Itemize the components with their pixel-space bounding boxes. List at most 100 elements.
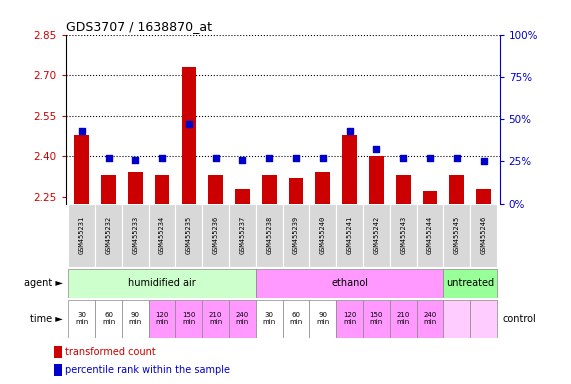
Point (104, 155, 113, 161)
Point (211, 155, 220, 161)
Point (184, 121, 194, 127)
Point (291, 155, 300, 161)
Text: GSM455231: GSM455231 (79, 216, 85, 254)
Point (345, 128, 354, 134)
FancyBboxPatch shape (202, 204, 229, 267)
Text: GSM455245: GSM455245 (454, 216, 460, 254)
Text: ethanol: ethanol (331, 278, 368, 288)
FancyBboxPatch shape (470, 204, 497, 267)
Bar (315, 172, 330, 204)
Text: 120
min: 120 min (343, 312, 356, 325)
Text: 60
min: 60 min (102, 312, 115, 325)
FancyBboxPatch shape (443, 269, 497, 298)
Bar (342, 134, 357, 204)
Text: transformed count: transformed count (65, 347, 155, 357)
Point (265, 155, 274, 161)
Text: agent ►: agent ► (24, 278, 63, 288)
FancyBboxPatch shape (122, 300, 148, 338)
Point (158, 155, 167, 161)
Text: percentile rank within the sample: percentile rank within the sample (65, 365, 230, 375)
FancyBboxPatch shape (69, 269, 256, 298)
Bar (54, 346, 62, 358)
FancyBboxPatch shape (417, 300, 443, 338)
Bar (74, 134, 89, 204)
Bar (208, 175, 223, 204)
Bar (369, 156, 384, 204)
Point (425, 155, 435, 161)
Text: untreated: untreated (446, 278, 494, 288)
FancyBboxPatch shape (229, 204, 256, 267)
Bar (182, 67, 196, 204)
FancyBboxPatch shape (283, 300, 309, 338)
Bar (449, 175, 464, 204)
FancyBboxPatch shape (390, 300, 417, 338)
FancyBboxPatch shape (443, 204, 470, 267)
FancyBboxPatch shape (69, 300, 95, 338)
FancyBboxPatch shape (256, 300, 283, 338)
FancyBboxPatch shape (470, 300, 497, 338)
Text: 240
min: 240 min (423, 312, 437, 325)
Point (479, 158, 488, 164)
FancyBboxPatch shape (336, 204, 363, 267)
Point (77, 128, 86, 134)
Point (131, 157, 140, 163)
Point (399, 155, 408, 161)
Text: 90
min: 90 min (316, 312, 329, 325)
Text: 150
min: 150 min (182, 312, 196, 325)
Bar (423, 191, 437, 204)
FancyBboxPatch shape (69, 204, 95, 267)
Text: GSM455244: GSM455244 (427, 216, 433, 254)
Text: 120
min: 120 min (155, 312, 169, 325)
Point (372, 146, 381, 152)
Bar (54, 364, 62, 376)
FancyBboxPatch shape (417, 204, 443, 267)
Text: GSM455241: GSM455241 (347, 216, 353, 254)
Bar (235, 189, 250, 204)
Bar (128, 172, 143, 204)
Text: GSM455246: GSM455246 (481, 216, 486, 254)
FancyBboxPatch shape (148, 300, 175, 338)
FancyBboxPatch shape (229, 300, 256, 338)
Text: GSM455232: GSM455232 (106, 216, 111, 254)
FancyBboxPatch shape (256, 269, 443, 298)
FancyBboxPatch shape (309, 204, 336, 267)
Text: 30
min: 30 min (263, 312, 276, 325)
FancyBboxPatch shape (122, 204, 148, 267)
FancyBboxPatch shape (283, 204, 309, 267)
Bar (289, 178, 303, 204)
FancyBboxPatch shape (202, 300, 229, 338)
FancyBboxPatch shape (148, 204, 175, 267)
Text: GSM455243: GSM455243 (400, 216, 406, 254)
Text: 90
min: 90 min (128, 312, 142, 325)
Text: control: control (502, 314, 536, 324)
Text: GSM455237: GSM455237 (239, 216, 246, 254)
Bar (155, 175, 170, 204)
Text: GDS3707 / 1638870_at: GDS3707 / 1638870_at (66, 20, 212, 33)
Bar (262, 175, 276, 204)
Bar (476, 189, 491, 204)
Text: time ►: time ► (30, 314, 63, 324)
Text: 150
min: 150 min (369, 312, 383, 325)
FancyBboxPatch shape (363, 300, 390, 338)
Text: GSM455239: GSM455239 (293, 216, 299, 254)
FancyBboxPatch shape (256, 204, 283, 267)
FancyBboxPatch shape (95, 300, 122, 338)
Text: GSM455235: GSM455235 (186, 216, 192, 254)
Text: 210
min: 210 min (209, 312, 222, 325)
Point (238, 157, 247, 163)
Text: 30
min: 30 min (75, 312, 89, 325)
Text: humidified air: humidified air (128, 278, 196, 288)
Bar (101, 175, 116, 204)
FancyBboxPatch shape (175, 204, 202, 267)
Point (318, 155, 327, 161)
FancyBboxPatch shape (175, 300, 202, 338)
FancyBboxPatch shape (309, 300, 336, 338)
FancyBboxPatch shape (363, 204, 390, 267)
Text: 60
min: 60 min (289, 312, 303, 325)
Text: GSM455242: GSM455242 (373, 216, 379, 254)
Point (452, 155, 461, 161)
FancyBboxPatch shape (95, 204, 122, 267)
Bar (396, 175, 411, 204)
Text: GSM455233: GSM455233 (132, 216, 138, 254)
Text: 240
min: 240 min (236, 312, 249, 325)
